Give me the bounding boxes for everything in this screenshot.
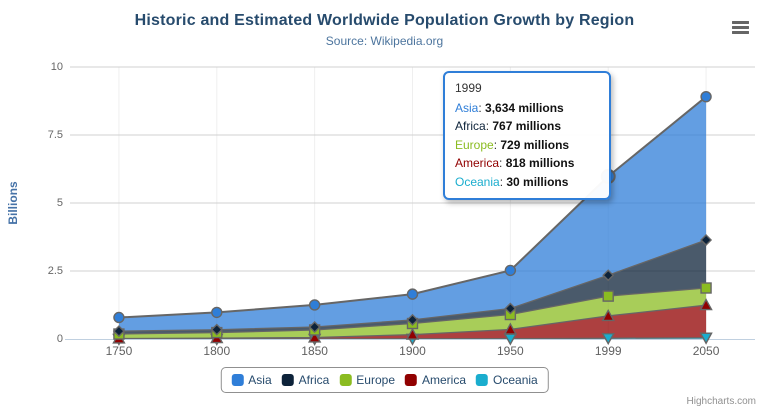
chart-subtitle: Source: Wikipedia.org xyxy=(325,34,444,48)
tooltip-row: Asia: 3,634 millions xyxy=(455,100,564,115)
tooltip-series-value: 3,634 millions xyxy=(485,100,564,115)
xaxis-tick-label: 1750 xyxy=(105,344,133,358)
data-point-marker[interactable] xyxy=(700,90,712,103)
tooltip-series-name: Asia xyxy=(455,100,479,115)
data-point-marker[interactable] xyxy=(307,330,322,343)
legend-swatch-icon xyxy=(405,374,418,386)
data-point-marker[interactable] xyxy=(700,282,712,294)
legend-item-oceania[interactable]: Oceania xyxy=(476,373,538,387)
data-point-marker[interactable] xyxy=(503,322,518,335)
yaxis-tick-label: 2.5 xyxy=(47,265,63,277)
yaxis-tick-label: 5 xyxy=(56,197,63,209)
tooltip-row: America: 818 millions xyxy=(455,156,575,170)
highcharts-credits-link[interactable]: Highcharts.com xyxy=(686,396,756,407)
xaxis-tick-label: 1999 xyxy=(594,344,622,358)
tooltip-row: Oceania: 30 millions xyxy=(455,174,569,189)
data-point-marker[interactable] xyxy=(504,264,517,277)
data-point-marker[interactable] xyxy=(602,269,615,282)
legend-swatch-icon xyxy=(231,374,244,386)
chart-title: Historic and Estimated Worldwide Populat… xyxy=(134,12,635,29)
tooltip-series-name: America xyxy=(455,156,500,170)
tooltip-series-value: 30 millions xyxy=(506,174,569,189)
data-point-marker[interactable] xyxy=(504,302,517,315)
legend-label: Europe xyxy=(356,373,396,387)
legend-label: Asia xyxy=(248,373,272,387)
data-point-marker[interactable] xyxy=(601,308,615,322)
area-asia[interactable] xyxy=(118,96,707,332)
legend-swatch-icon xyxy=(476,374,489,386)
yaxis-tick-label: 0 xyxy=(56,333,63,345)
hamburger-icon xyxy=(732,21,749,24)
legend-swatch-icon xyxy=(339,374,352,386)
legend-label: America xyxy=(422,373,467,387)
data-point-marker[interactable] xyxy=(405,327,420,340)
tooltip-row: Africa: 767 millions xyxy=(455,119,562,133)
legend-item-asia[interactable]: Asia xyxy=(231,373,272,387)
hamburger-icon xyxy=(732,26,749,29)
xaxis-tick-label: 1900 xyxy=(399,344,426,358)
legend-item-europe[interactable]: Europe xyxy=(339,373,395,387)
data-point-marker[interactable] xyxy=(700,233,713,246)
data-point-marker[interactable] xyxy=(601,332,615,346)
data-point-marker[interactable] xyxy=(699,332,713,345)
data-point-marker[interactable] xyxy=(113,311,125,324)
data-point-marker[interactable] xyxy=(211,306,223,319)
legend-item-america[interactable]: America xyxy=(405,373,466,387)
data-point-marker[interactable] xyxy=(210,323,223,336)
legend-label: Oceania xyxy=(493,373,538,387)
tooltip-row: Europe: 729 millions xyxy=(455,137,570,152)
data-point-marker[interactable] xyxy=(406,288,419,300)
tooltip-series-name: Oceania xyxy=(455,174,500,189)
xaxis-tick-label: 1800 xyxy=(203,344,231,358)
data-point-marker[interactable] xyxy=(406,313,419,326)
tooltip-series-name: Africa xyxy=(455,119,486,133)
data-point-marker[interactable] xyxy=(602,290,614,302)
xaxis-tick-label: 1850 xyxy=(301,344,328,358)
data-point-marker[interactable] xyxy=(308,299,321,311)
yaxis-tick-label: 7.5 xyxy=(47,129,63,141)
context-menu-button[interactable] xyxy=(732,21,749,34)
tooltip-series-value: 818 millions xyxy=(505,156,575,170)
tooltip-series-value: 767 millions xyxy=(492,119,562,133)
data-point-marker[interactable] xyxy=(699,298,713,311)
xaxis-tick-label: 2050 xyxy=(692,344,720,358)
legend-item-africa[interactable]: Africa xyxy=(281,373,330,387)
legend-swatch-icon xyxy=(281,374,294,386)
legend: Asia Africa Europe America Oceania xyxy=(220,367,549,393)
area-africa[interactable] xyxy=(118,240,707,334)
tooltip-series-value: 729 millions xyxy=(500,137,570,152)
tooltip: 1999 Asia: 3,634 millions Africa: 767 mil… xyxy=(443,71,611,200)
hamburger-icon xyxy=(732,31,749,34)
data-point-marker[interactable] xyxy=(112,325,125,338)
legend-label: Africa xyxy=(298,373,330,387)
tooltip-header: 1999 xyxy=(455,81,482,95)
data-point-marker[interactable] xyxy=(308,320,321,333)
yaxis-tick-label: 10 xyxy=(50,61,63,73)
tooltip-series-name: Europe xyxy=(455,137,494,152)
xaxis-tick-label: 1950 xyxy=(496,344,524,358)
area-america[interactable] xyxy=(118,305,707,339)
